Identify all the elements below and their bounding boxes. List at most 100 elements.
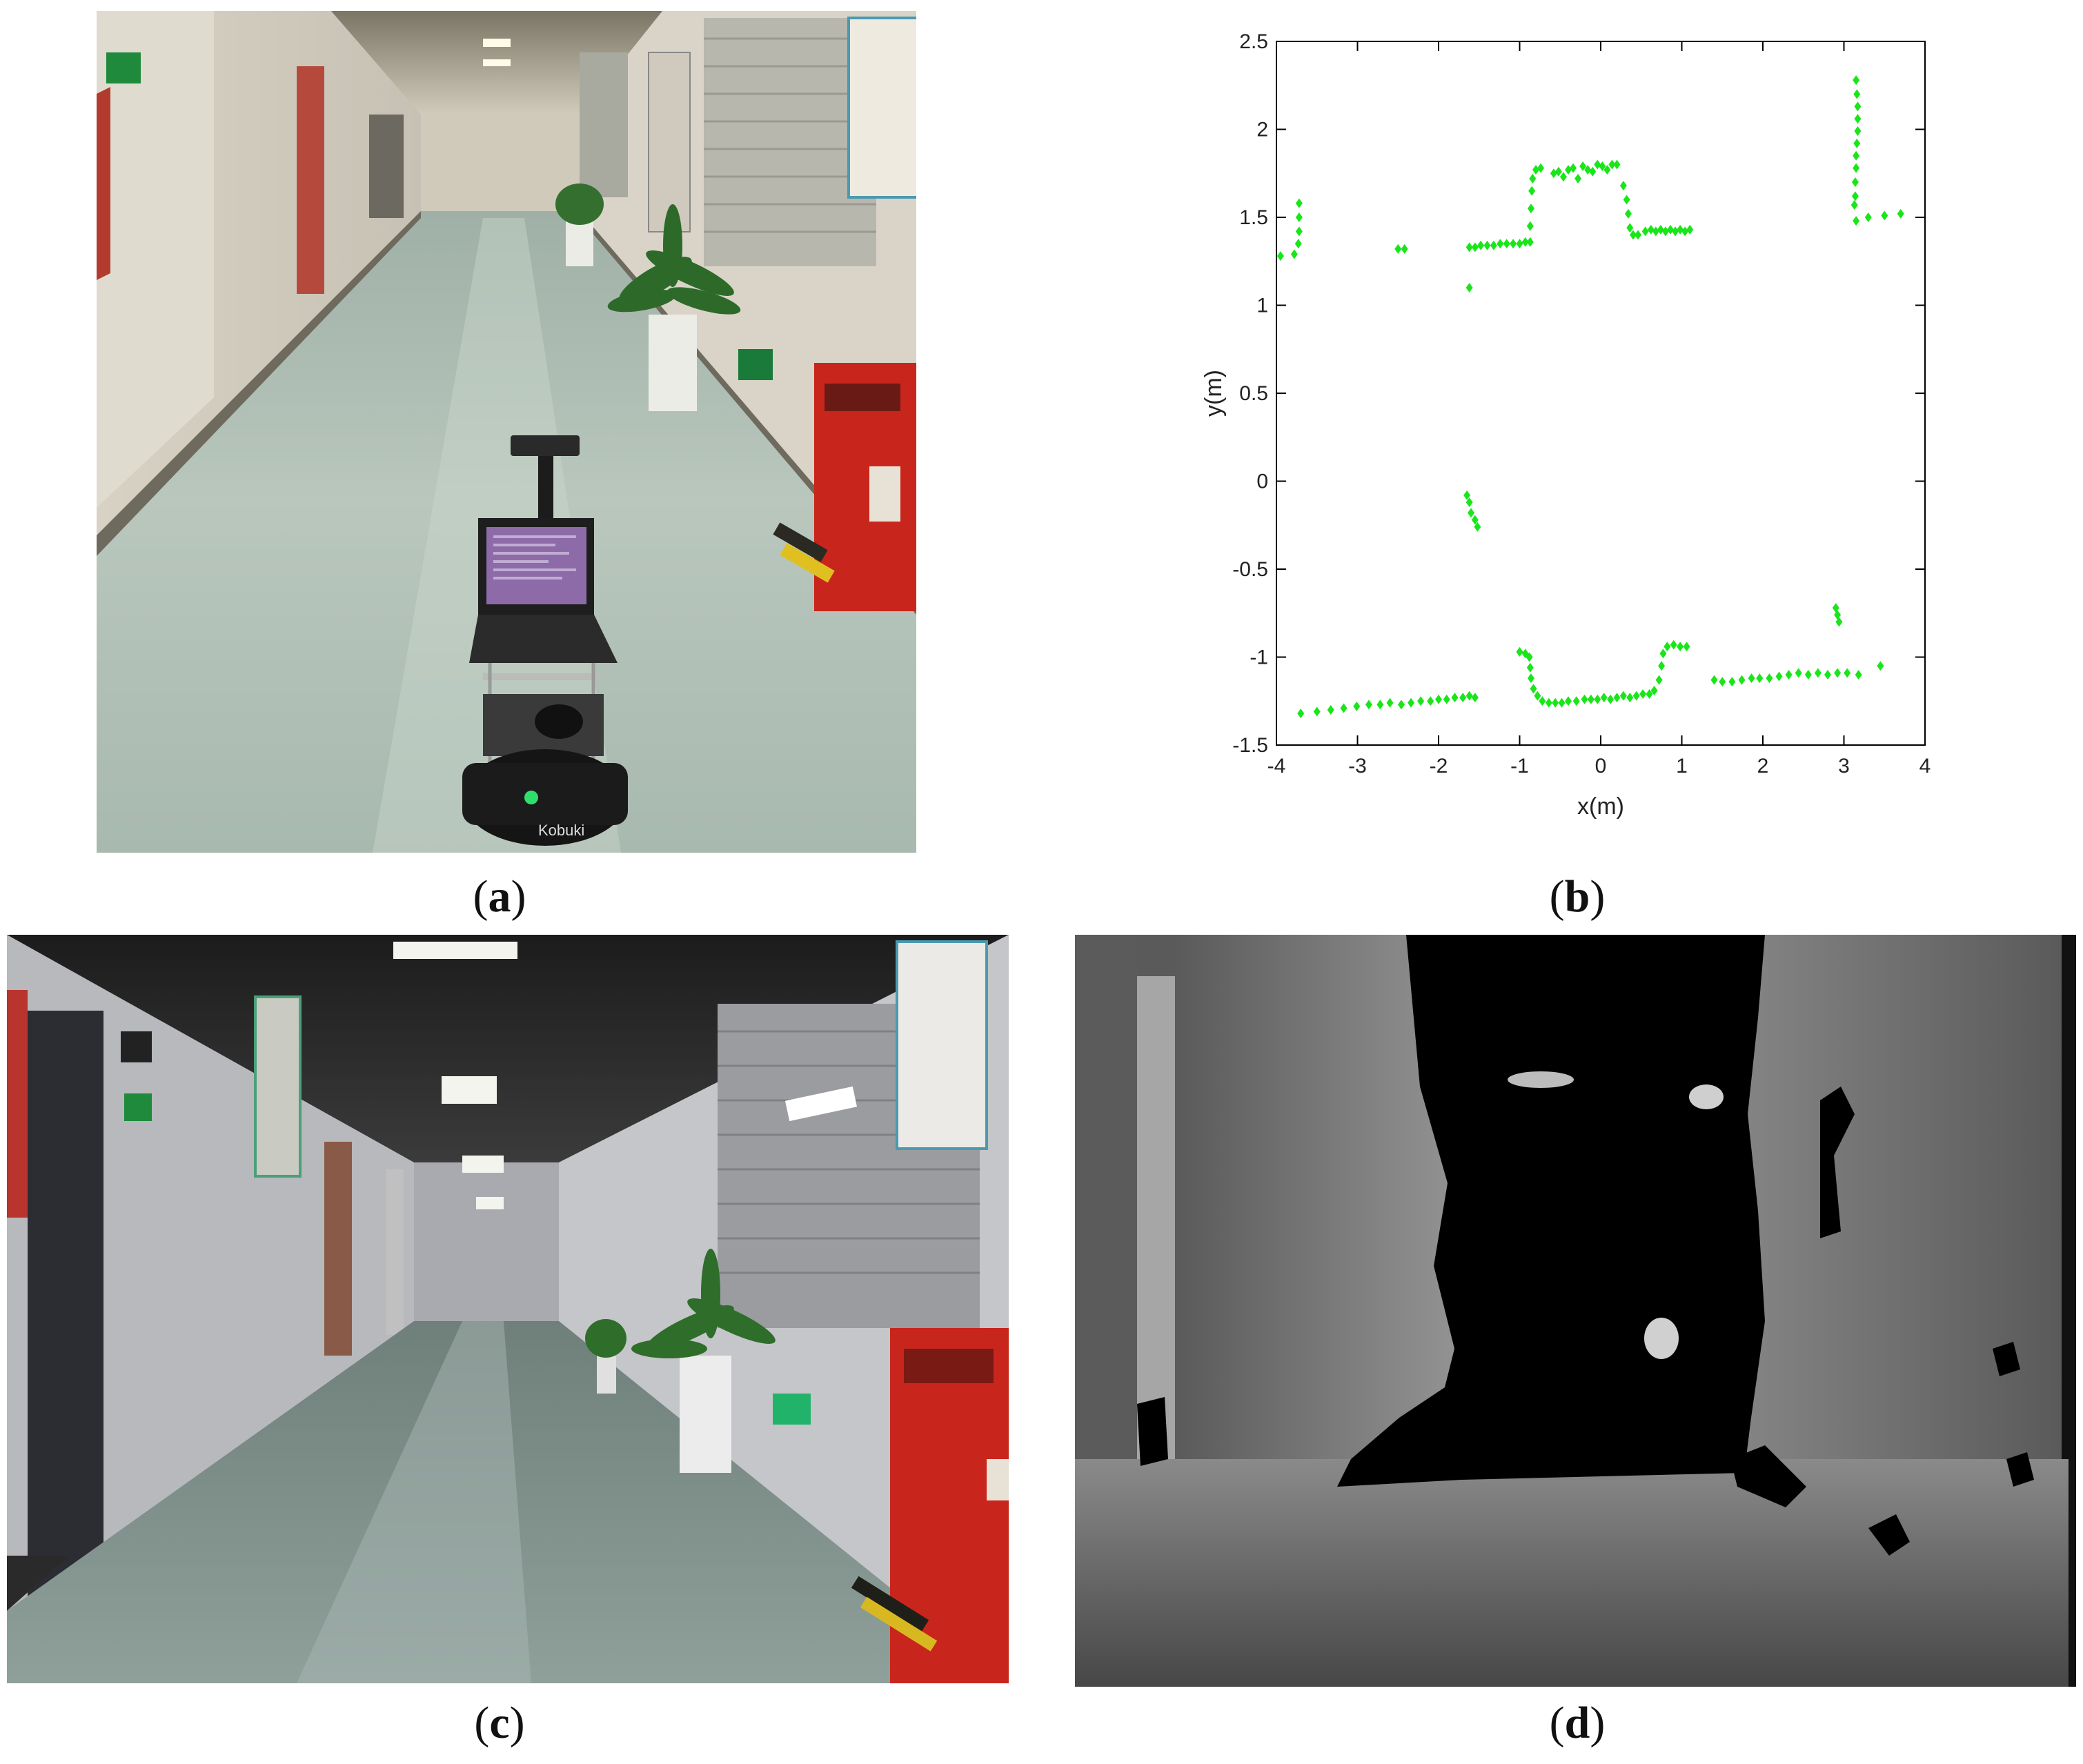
scan-point bbox=[1558, 697, 1566, 708]
caption-d: (d) bbox=[1508, 1697, 1646, 1750]
x-tick-label: -4 bbox=[1267, 755, 1286, 777]
scan-point bbox=[1613, 159, 1621, 170]
scan-point bbox=[1623, 195, 1630, 205]
robot-brand-label: Kobuki bbox=[538, 822, 584, 839]
y-axis-label: y(m) bbox=[1201, 370, 1227, 417]
scan-point bbox=[1521, 648, 1529, 659]
scan-point bbox=[1581, 694, 1588, 704]
scan-point bbox=[1854, 126, 1862, 137]
scan-point bbox=[1613, 693, 1621, 703]
scan-point bbox=[1650, 685, 1658, 695]
scan-point bbox=[1477, 240, 1485, 250]
scan-point bbox=[1503, 239, 1510, 249]
y-tick-label: 0.5 bbox=[1239, 382, 1268, 405]
scan-point bbox=[1526, 662, 1534, 673]
scan-plot-panel: -4 -3 -2 -1 0 1 2 3 4 -1.5 -1 -0.5 0 0.5 1 1.5 2 2.5 x(m)… bbox=[1187, 28, 1946, 849]
photo-robot-corridor: Kobuki bbox=[97, 11, 916, 853]
scan-point bbox=[1313, 706, 1321, 717]
scan-point bbox=[1603, 165, 1611, 175]
scan-point bbox=[1835, 617, 1843, 627]
scan-point bbox=[1521, 237, 1529, 247]
axis-ticks: -4 -3 -2 -1 0 1 2 3 4 -1.5 -1 -0.5 0 0.5 1 1.5 2 2.5 bbox=[1232, 30, 1931, 777]
scan-point bbox=[1851, 191, 1859, 201]
y-tick-label: 2.5 bbox=[1239, 30, 1268, 53]
scan-point bbox=[1530, 684, 1537, 694]
scan-point bbox=[1294, 239, 1302, 249]
scan-point bbox=[1526, 237, 1534, 247]
scan-point bbox=[1619, 691, 1627, 701]
scan-point bbox=[1681, 226, 1689, 237]
scan-point bbox=[1527, 204, 1534, 214]
scan-point bbox=[1853, 216, 1860, 226]
depth-image bbox=[1075, 935, 2076, 1687]
scan-point bbox=[1570, 163, 1577, 173]
scan-point bbox=[1471, 693, 1479, 703]
photo-rgb-frame bbox=[7, 935, 1009, 1683]
scan-point bbox=[1853, 138, 1861, 148]
scan-point bbox=[1295, 212, 1303, 222]
x-tick-label: 1 bbox=[1676, 755, 1688, 777]
scan-point bbox=[1630, 230, 1637, 240]
x-axis-label: x(m) bbox=[1577, 793, 1624, 820]
scan-point bbox=[1662, 226, 1669, 237]
scan-point bbox=[1290, 249, 1298, 259]
scan-point bbox=[1376, 700, 1384, 710]
scan-point bbox=[1844, 668, 1851, 678]
caption-letter: a bbox=[488, 871, 511, 922]
scan-point bbox=[1853, 150, 1860, 161]
scan-point bbox=[1295, 198, 1303, 208]
scan-point bbox=[1534, 691, 1541, 701]
caption-open-paren: ( bbox=[1549, 1698, 1565, 1748]
scan-point bbox=[1785, 670, 1793, 680]
scan-point bbox=[1386, 697, 1394, 708]
scan-point bbox=[1510, 239, 1517, 249]
caption-letter: d bbox=[1564, 1698, 1590, 1748]
scan-point bbox=[1853, 89, 1861, 99]
scan-point bbox=[1639, 689, 1647, 700]
x-tick-label: 0 bbox=[1595, 755, 1607, 777]
caption-b: (b) bbox=[1508, 871, 1646, 923]
scan-point bbox=[1600, 693, 1608, 703]
x-tick-label: 2 bbox=[1757, 755, 1769, 777]
scan-point bbox=[1417, 696, 1425, 706]
scan-point bbox=[1853, 75, 1860, 86]
scan-point bbox=[1532, 165, 1539, 175]
scan-point bbox=[1853, 163, 1860, 173]
caption-a: (a) bbox=[431, 871, 569, 923]
scan-point bbox=[1814, 668, 1822, 678]
scan-point bbox=[1719, 677, 1726, 687]
scan-point bbox=[1565, 696, 1572, 706]
scan-point bbox=[1834, 610, 1842, 620]
scan-point bbox=[1824, 670, 1831, 680]
scan-point bbox=[1795, 668, 1802, 678]
scan-point bbox=[1516, 646, 1523, 657]
scan-point bbox=[1667, 224, 1675, 235]
scan-point bbox=[1483, 240, 1491, 250]
scan-point bbox=[1465, 283, 1473, 293]
scan-point bbox=[1579, 161, 1587, 172]
scan-point bbox=[1471, 515, 1479, 525]
scan-point bbox=[1295, 226, 1303, 237]
scan-point bbox=[1619, 181, 1627, 191]
y-tick-label: 0 bbox=[1256, 470, 1268, 493]
caption-c: (c) bbox=[431, 1697, 569, 1750]
scan-point bbox=[1728, 677, 1736, 687]
scan-point bbox=[1276, 251, 1284, 261]
scan-point bbox=[1624, 208, 1632, 219]
scan-point bbox=[1397, 700, 1405, 710]
photo-rgb-frame-art bbox=[7, 935, 1009, 1683]
scan-point bbox=[1552, 697, 1559, 708]
scan-point bbox=[1672, 226, 1679, 237]
scan-point bbox=[1550, 168, 1557, 179]
y-tick-label: -1.5 bbox=[1232, 734, 1268, 757]
scan-point bbox=[1497, 239, 1504, 249]
scan-point bbox=[1626, 693, 1634, 703]
scan-point bbox=[1468, 508, 1474, 518]
scan-point bbox=[1465, 497, 1473, 508]
depth-image-art bbox=[1075, 935, 2076, 1687]
scan-points bbox=[1276, 75, 1904, 719]
scan-point bbox=[1526, 652, 1533, 662]
scan-point bbox=[1626, 223, 1634, 233]
y-tick-label: 1.5 bbox=[1239, 206, 1268, 229]
scan-point bbox=[1738, 675, 1746, 685]
